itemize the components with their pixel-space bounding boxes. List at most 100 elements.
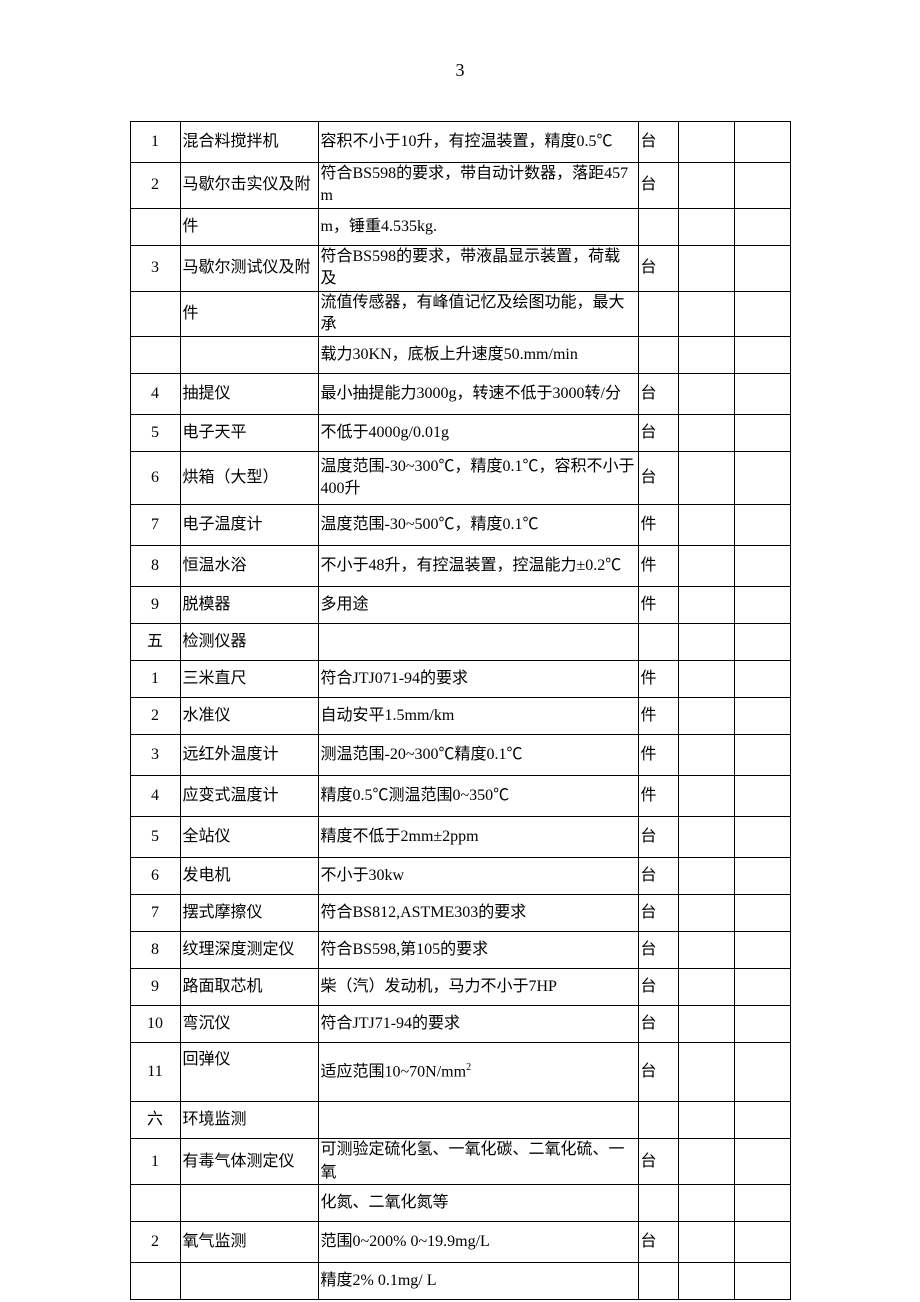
item-name: 有毒气体测定仪 [180, 1139, 318, 1185]
cell-blank-2 [734, 1222, 790, 1263]
item-unit: 台 [638, 969, 678, 1006]
cell-blank-2 [734, 415, 790, 452]
item-name [180, 1263, 318, 1300]
row-number: 5 [130, 415, 180, 452]
cell-blank-1 [678, 1263, 734, 1300]
table-row: 4抽提仪最小抽提能力3000g，转速不低于3000转/分台 [130, 374, 790, 415]
item-spec: 符合JTJ71-94的要求 [318, 1006, 638, 1043]
table-row: 1混合料搅拌机容积不小于10升，有控温装置，精度0.5℃台 [130, 122, 790, 163]
cell-blank-1 [678, 1185, 734, 1222]
cell-blank-1 [678, 895, 734, 932]
cell-blank-2 [734, 1185, 790, 1222]
cell-blank-2 [734, 122, 790, 163]
table-row: 5全站仪精度不低于2mm±2ppm台 [130, 817, 790, 858]
item-name: 摆式摩擦仪 [180, 895, 318, 932]
item-unit: 台 [638, 817, 678, 858]
cell-blank-2 [734, 1043, 790, 1102]
cell-blank-2 [734, 969, 790, 1006]
cell-blank-2 [734, 374, 790, 415]
item-spec: 柴（汽）发动机，马力不小于7HP [318, 969, 638, 1006]
item-unit [638, 337, 678, 374]
cell-blank-1 [678, 624, 734, 661]
row-number: 9 [130, 587, 180, 624]
row-number: 7 [130, 505, 180, 546]
item-unit: 件 [638, 776, 678, 817]
row-number: 五 [130, 624, 180, 661]
table-row: 6发电机不小于30kw台 [130, 858, 790, 895]
cell-blank-1 [678, 1222, 734, 1263]
item-spec [318, 624, 638, 661]
cell-blank-2 [734, 776, 790, 817]
item-spec: 不小于30kw [318, 858, 638, 895]
cell-blank-1 [678, 337, 734, 374]
table-row: 8纹理深度测定仪符合BS598,第105的要求台 [130, 932, 790, 969]
item-name: 全站仪 [180, 817, 318, 858]
cell-blank-1 [678, 546, 734, 587]
cell-blank-2 [734, 895, 790, 932]
row-number: 2 [130, 698, 180, 735]
table-row: 2氧气监测范围0~200% 0~19.9mg/L台 [130, 1222, 790, 1263]
cell-blank-1 [678, 587, 734, 624]
row-number: 11 [130, 1043, 180, 1102]
item-name: 件 [180, 291, 318, 337]
item-name: 回弹仪 [180, 1043, 318, 1102]
cell-blank-1 [678, 208, 734, 245]
item-spec: 符合BS598的要求，带液晶显示装置，荷载及 [318, 245, 638, 291]
row-number: 5 [130, 817, 180, 858]
item-unit: 台 [638, 932, 678, 969]
item-spec: 不低于4000g/0.01g [318, 415, 638, 452]
item-spec: 载力30KN，底板上升速度50.mm/min [318, 337, 638, 374]
item-name: 发电机 [180, 858, 318, 895]
row-number [130, 337, 180, 374]
item-unit: 件 [638, 546, 678, 587]
item-name: 环境监测 [180, 1102, 318, 1139]
table-row: 精度2% 0.1mg/ L [130, 1263, 790, 1300]
cell-blank-2 [734, 1139, 790, 1185]
item-name: 件 [180, 208, 318, 245]
item-unit [638, 208, 678, 245]
item-unit: 台 [638, 895, 678, 932]
item-name: 马歇尔击实仪及附 [180, 163, 318, 209]
row-number [130, 291, 180, 337]
table-row: 10弯沉仪符合JTJ71-94的要求台 [130, 1006, 790, 1043]
cell-blank-1 [678, 735, 734, 776]
cell-blank-1 [678, 291, 734, 337]
table-row: 1有毒气体测定仪可测验定硫化氢、一氧化碳、二氧化硫、一氧台 [130, 1139, 790, 1185]
item-spec: 范围0~200% 0~19.9mg/L [318, 1222, 638, 1263]
row-number: 2 [130, 163, 180, 209]
item-name: 弯沉仪 [180, 1006, 318, 1043]
item-unit: 台 [638, 1006, 678, 1043]
item-unit [638, 1185, 678, 1222]
cell-blank-2 [734, 163, 790, 209]
row-number: 4 [130, 776, 180, 817]
cell-blank-2 [734, 661, 790, 698]
table-row: 4应变式温度计精度0.5℃测温范围0~350℃件 [130, 776, 790, 817]
cell-blank-1 [678, 245, 734, 291]
table-row: 1三米直尺符合JTJ071-94的要求件 [130, 661, 790, 698]
cell-blank-2 [734, 587, 790, 624]
cell-blank-1 [678, 163, 734, 209]
item-name: 路面取芯机 [180, 969, 318, 1006]
item-unit: 件 [638, 505, 678, 546]
item-name: 氧气监测 [180, 1222, 318, 1263]
item-unit: 台 [638, 1222, 678, 1263]
item-spec: 精度2% 0.1mg/ L [318, 1263, 638, 1300]
item-name: 抽提仪 [180, 374, 318, 415]
cell-blank-1 [678, 1006, 734, 1043]
cell-blank-2 [734, 1006, 790, 1043]
table-row: 件流值传感器，有峰值记忆及绘图功能，最大承 [130, 291, 790, 337]
cell-blank-2 [734, 208, 790, 245]
item-spec: 精度不低于2mm±2ppm [318, 817, 638, 858]
cell-blank-2 [734, 337, 790, 374]
item-spec: 符合BS598的要求，带自动计数器，落距457m [318, 163, 638, 209]
table-row: 五检测仪器 [130, 624, 790, 661]
cell-blank-1 [678, 776, 734, 817]
item-spec: 容积不小于10升，有控温装置，精度0.5℃ [318, 122, 638, 163]
table-row: 7摆式摩擦仪符合BS812,ASTME303的要求台 [130, 895, 790, 932]
table-row: 载力30KN，底板上升速度50.mm/min [130, 337, 790, 374]
cell-blank-1 [678, 122, 734, 163]
table-row: 8恒温水浴不小于48升，有控温装置，控温能力±0.2℃件 [130, 546, 790, 587]
item-spec: 符合BS598,第105的要求 [318, 932, 638, 969]
item-spec: 测温范围-20~300℃精度0.1℃ [318, 735, 638, 776]
cell-blank-1 [678, 1102, 734, 1139]
